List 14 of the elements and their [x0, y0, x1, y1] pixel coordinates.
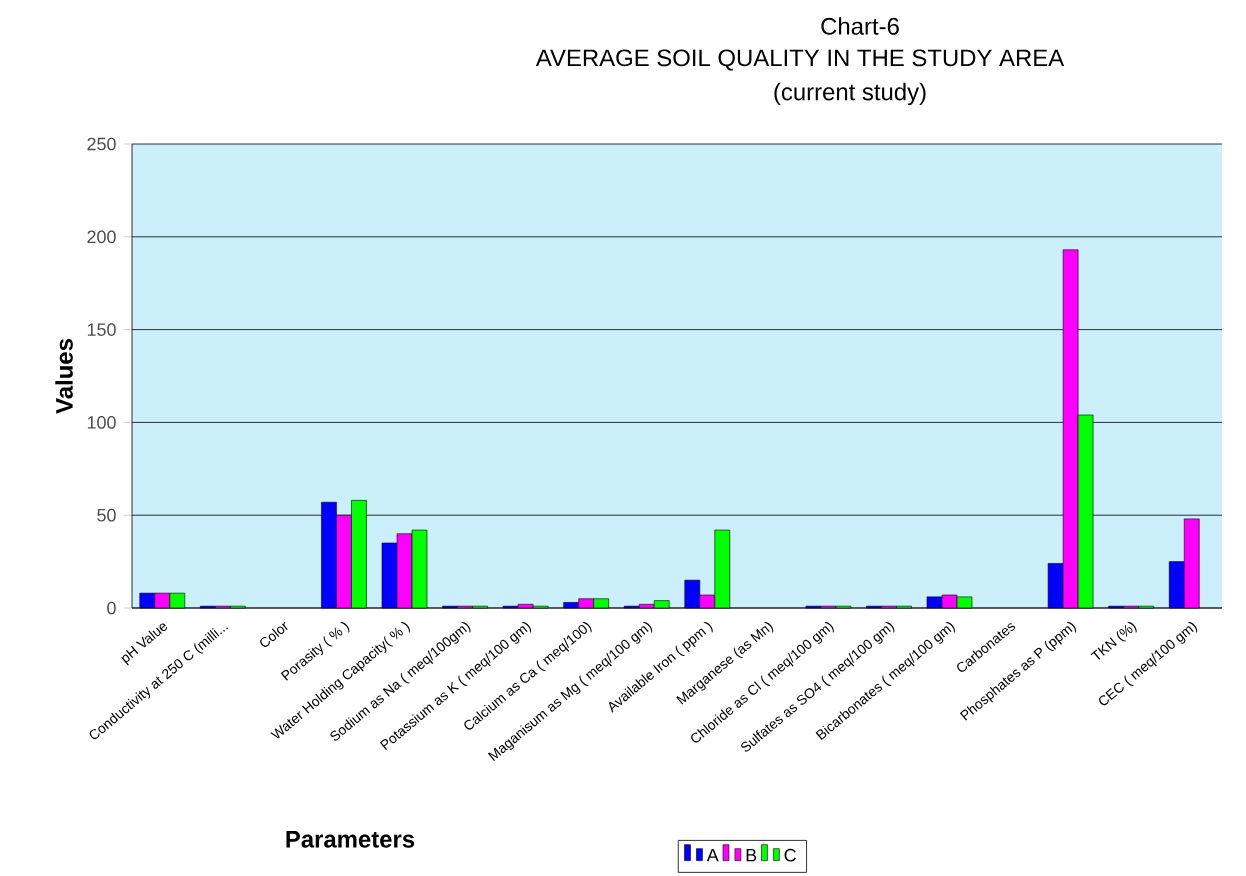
- text: (current study): [774, 82, 926, 106]
- y-tick-label: 100: [87, 416, 116, 429]
- y-tick-label: 250: [87, 137, 116, 151]
- y-axis-title: Values: [55, 339, 73, 414]
- legend-label: C: [784, 848, 796, 862]
- x-axis-title: Parameters: [286, 831, 415, 848]
- legend-label: B: [746, 848, 757, 862]
- chart-title: Chart-6: [821, 17, 899, 35]
- y-tick-label: 0: [107, 601, 116, 615]
- y-tick-label: 50: [97, 508, 116, 522]
- y-tick-label: 150: [87, 323, 116, 336]
- chart-subtitle: AVERAGE SOIL QUALITY IN THE STUDY AREA: [535, 49, 1065, 71]
- y-tick-label: 200: [87, 230, 116, 244]
- legend-label: A: [706, 848, 719, 862]
